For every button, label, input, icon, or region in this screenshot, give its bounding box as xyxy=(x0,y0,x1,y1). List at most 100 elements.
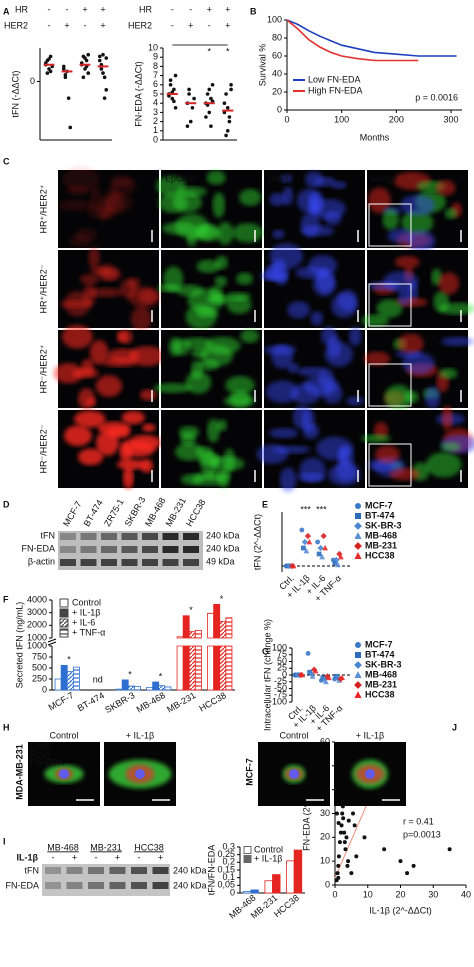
column-title: Merge xyxy=(371,173,397,183)
band xyxy=(121,533,138,540)
x-tick-label: MB-231 xyxy=(165,690,197,714)
signal xyxy=(348,326,362,347)
legend-swatch xyxy=(243,855,252,863)
signal xyxy=(206,418,220,443)
legend-label: MCF-7 xyxy=(365,500,393,510)
legend-swatch xyxy=(243,846,252,854)
band xyxy=(162,559,179,566)
bar xyxy=(158,685,166,691)
signal xyxy=(290,383,321,405)
panel-letter: H xyxy=(3,722,10,732)
lane-label: MB-468 xyxy=(47,842,79,852)
signal xyxy=(121,410,145,425)
inset xyxy=(368,443,412,487)
stain-label: DAPI xyxy=(30,741,51,751)
point xyxy=(336,854,341,859)
x-tick-label: HCC38 xyxy=(197,690,228,713)
band xyxy=(45,882,61,889)
band xyxy=(66,882,83,889)
y-tick-label: -50 xyxy=(274,683,287,693)
bar xyxy=(164,686,172,691)
band-label: FN-EDA xyxy=(22,543,56,553)
condition-label: + IL-1β xyxy=(126,730,154,740)
y-tick-label: 0 xyxy=(230,887,235,897)
signal xyxy=(185,371,212,394)
signal xyxy=(225,375,255,395)
y-axis-label: Survival % xyxy=(257,44,267,87)
legend-label: BT-474 xyxy=(365,510,395,520)
marker xyxy=(299,671,306,678)
factor-sign: - xyxy=(189,4,192,14)
marker xyxy=(304,532,311,540)
signal xyxy=(225,292,251,302)
significance: * xyxy=(128,669,132,679)
marker xyxy=(319,553,326,560)
signal xyxy=(239,188,262,206)
y-tick-label: 20 xyxy=(320,832,330,842)
signal xyxy=(389,467,421,481)
dot xyxy=(97,58,102,63)
signal xyxy=(138,289,158,304)
band xyxy=(109,867,126,874)
signal xyxy=(279,467,297,492)
x-tick-label: 10 xyxy=(363,889,373,899)
nucleus xyxy=(135,769,145,779)
signal xyxy=(287,301,310,319)
factor-sign: + xyxy=(100,4,105,14)
marker xyxy=(355,652,361,658)
signal xyxy=(53,362,84,384)
signal xyxy=(172,191,202,213)
nucleus xyxy=(59,769,69,779)
y-tick-label: 0 xyxy=(30,76,35,86)
bar xyxy=(127,685,135,691)
band xyxy=(131,867,147,874)
marker xyxy=(354,681,362,689)
y-tick-label: 0,15 xyxy=(217,864,235,874)
legend-label: SK-BR-3 xyxy=(365,659,402,669)
marker xyxy=(334,561,341,568)
band xyxy=(152,882,169,889)
point xyxy=(336,821,341,826)
column-title: FN-EDA xyxy=(62,173,96,183)
signal xyxy=(401,210,434,235)
signal xyxy=(190,360,203,380)
signal xyxy=(441,336,474,347)
y-tick-label: 0,2 xyxy=(222,857,235,867)
point xyxy=(351,811,356,816)
signal xyxy=(89,340,109,365)
dot xyxy=(61,64,66,69)
row-label: HR⁻/HER2⁺ xyxy=(38,344,48,393)
point xyxy=(342,840,347,845)
y-tick-label: 60 xyxy=(320,736,330,746)
signal xyxy=(101,268,122,281)
factor-sign: + xyxy=(225,20,230,30)
point xyxy=(344,835,349,840)
signal xyxy=(321,326,337,346)
micrograph xyxy=(367,170,468,253)
factor-sign: - xyxy=(66,4,69,14)
point xyxy=(447,847,452,852)
dot xyxy=(47,57,51,61)
signal xyxy=(374,445,400,464)
dot xyxy=(172,87,176,92)
micrograph xyxy=(104,742,176,806)
signal xyxy=(79,273,99,285)
micrograph xyxy=(363,330,474,411)
column-title: DAPI xyxy=(268,173,289,183)
y-tick-label: 7 xyxy=(153,70,158,80)
signal xyxy=(129,346,165,367)
legend-label: MB-468 xyxy=(365,669,397,679)
dot xyxy=(83,56,87,60)
signal xyxy=(215,255,228,270)
signal xyxy=(197,453,222,465)
marker xyxy=(354,542,362,550)
dot xyxy=(187,87,191,92)
legend-label: SK-BR-3 xyxy=(365,520,402,530)
y-tick-label: 750 xyxy=(32,651,47,661)
dot xyxy=(205,92,210,96)
signal xyxy=(292,405,311,429)
signal xyxy=(212,192,226,219)
marker xyxy=(355,642,361,648)
band xyxy=(60,533,76,540)
band xyxy=(183,533,199,540)
